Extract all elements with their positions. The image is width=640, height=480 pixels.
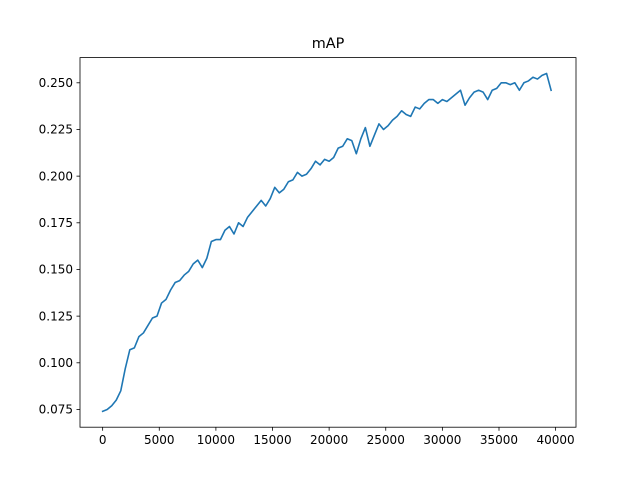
- x-tick-label: 25000: [367, 433, 405, 447]
- x-tick-label: 30000: [423, 433, 461, 447]
- y-axis: 0.075 0.100 0.125 0.150 0.175 0.200 0.225 0.250: [39, 76, 80, 417]
- y-tick-label: 0.200: [39, 169, 73, 183]
- y-tick-label: 0.250: [39, 76, 73, 90]
- y-tick-label: 0.225: [39, 123, 73, 137]
- x-tick-label: 10000: [197, 433, 235, 447]
- y-tick-label: 0.100: [39, 356, 73, 370]
- x-tick-label: 35000: [480, 433, 518, 447]
- y-tick-label: 0.125: [39, 309, 73, 323]
- x-tick-label: 0: [99, 433, 107, 447]
- plot-frame: [79, 57, 577, 428]
- y-tick-label: 0.075: [39, 403, 73, 417]
- x-tick-label: 20000: [310, 433, 348, 447]
- y-tick-label: 0.175: [39, 216, 73, 230]
- x-tick-label: 40000: [537, 433, 575, 447]
- y-tick-label: 0.150: [39, 263, 73, 277]
- series-line-map: [101, 72, 553, 413]
- x-tick-label: 15000: [253, 433, 291, 447]
- x-tick-label: 5000: [144, 433, 175, 447]
- chart-title: mAP: [312, 36, 345, 52]
- x-axis: 0 5000 10000 15000 20000 25000 30000 35000 40000: [99, 427, 575, 447]
